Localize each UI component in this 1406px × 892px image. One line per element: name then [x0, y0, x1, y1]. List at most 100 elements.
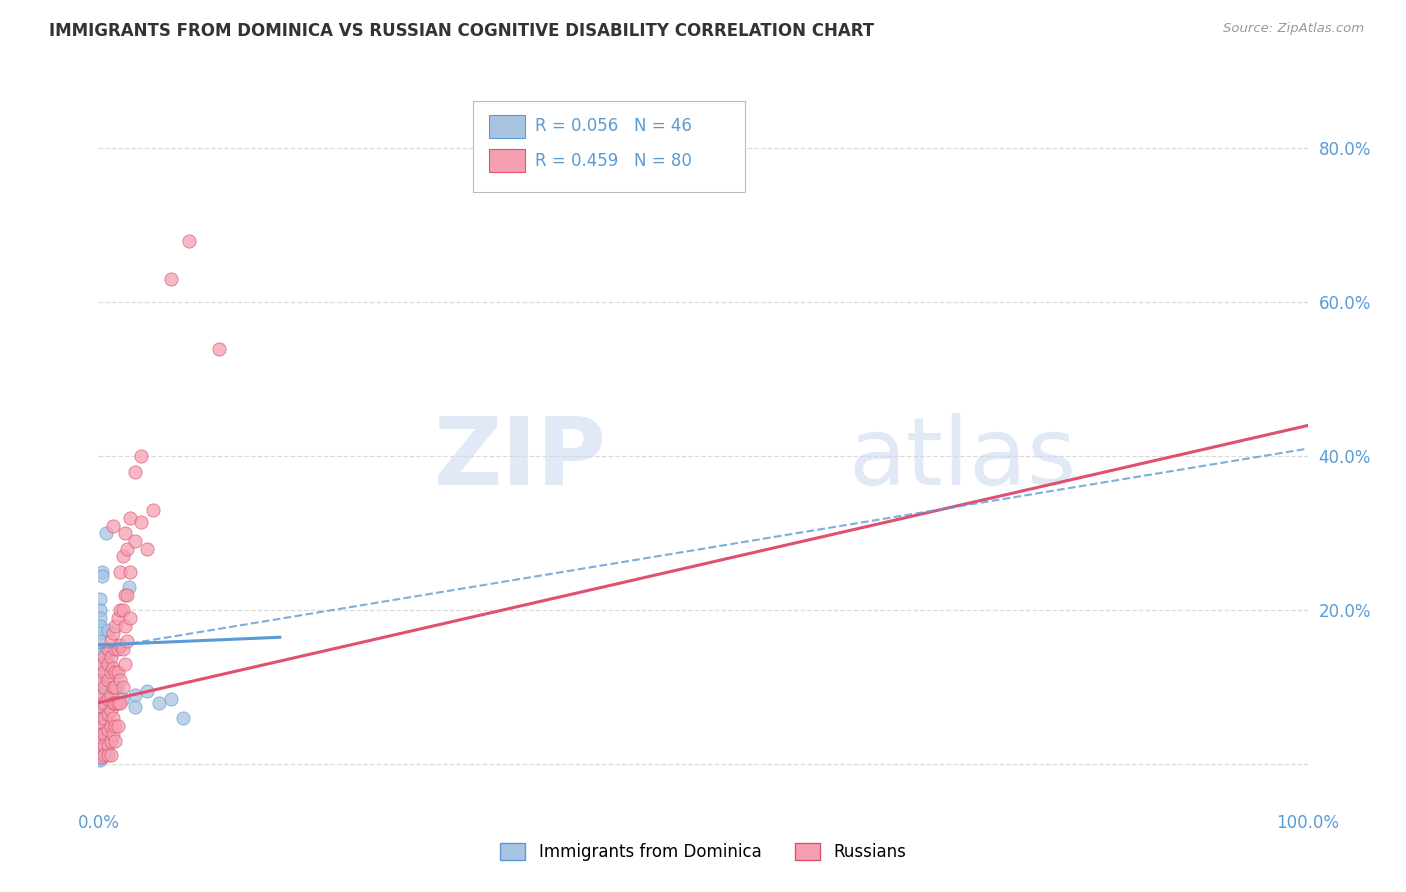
Point: [114, 526, 136, 541]
Point: [160, 691, 183, 706]
Point: [89, 703, 111, 717]
Legend: Immigrants from Dominica, Russians: Immigrants from Dominica, Russians: [494, 836, 912, 868]
Point: [91, 568, 114, 582]
Point: [89, 699, 111, 714]
Point: [93, 649, 115, 664]
Point: [107, 611, 129, 625]
Point: [97, 641, 120, 656]
Text: Source: ZipAtlas.com: Source: ZipAtlas.com: [1223, 22, 1364, 36]
Point: [100, 747, 122, 762]
Point: [108, 603, 131, 617]
Point: [124, 688, 146, 702]
Point: [118, 580, 141, 594]
Point: [97, 673, 120, 687]
FancyBboxPatch shape: [474, 101, 745, 192]
Point: [93, 696, 115, 710]
Point: [114, 657, 136, 672]
Point: [91, 657, 114, 672]
Point: [97, 646, 120, 660]
Point: [91, 719, 114, 733]
Point: [89, 634, 111, 648]
Point: [179, 234, 201, 248]
Point: [91, 711, 114, 725]
Point: [107, 696, 129, 710]
Text: R = 0.056   N = 46: R = 0.056 N = 46: [534, 117, 692, 136]
Point: [100, 688, 122, 702]
Point: [114, 618, 136, 632]
Point: [91, 565, 114, 579]
Point: [104, 641, 127, 656]
Point: [91, 742, 114, 756]
Point: [108, 638, 131, 652]
Point: [111, 603, 134, 617]
Point: [97, 691, 120, 706]
FancyBboxPatch shape: [489, 114, 526, 138]
Point: [93, 665, 115, 679]
Point: [89, 696, 111, 710]
Point: [104, 719, 127, 733]
Point: [89, 626, 111, 640]
Point: [91, 673, 114, 687]
FancyBboxPatch shape: [489, 149, 526, 172]
Point: [93, 711, 115, 725]
Point: [89, 691, 111, 706]
Point: [100, 688, 122, 702]
Point: [89, 688, 111, 702]
Point: [101, 726, 124, 740]
Point: [111, 549, 134, 564]
Point: [91, 726, 114, 740]
Point: [97, 738, 120, 752]
Point: [89, 665, 111, 679]
Point: [104, 618, 127, 632]
Point: [89, 726, 111, 740]
Point: [97, 747, 120, 762]
Point: [100, 719, 122, 733]
Point: [97, 707, 120, 722]
Point: [124, 699, 146, 714]
Point: [114, 588, 136, 602]
Point: [91, 688, 114, 702]
Point: [101, 661, 124, 675]
Point: [101, 518, 124, 533]
Point: [97, 657, 120, 672]
Point: [118, 611, 141, 625]
Point: [89, 711, 111, 725]
Point: [104, 665, 127, 679]
Point: [93, 681, 115, 695]
Point: [101, 696, 124, 710]
Point: [101, 681, 124, 695]
Point: [91, 749, 114, 764]
Point: [104, 696, 127, 710]
Point: [89, 719, 111, 733]
Point: [108, 565, 131, 579]
Point: [89, 681, 111, 695]
Point: [111, 691, 134, 706]
Point: [208, 342, 231, 356]
Point: [117, 588, 139, 602]
Point: [100, 634, 122, 648]
Point: [89, 611, 111, 625]
Point: [97, 723, 120, 737]
Point: [93, 738, 115, 752]
Point: [148, 696, 170, 710]
Point: [94, 526, 117, 541]
Point: [142, 503, 165, 517]
Point: [104, 681, 127, 695]
Text: ZIP: ZIP: [433, 413, 606, 505]
Point: [101, 711, 124, 725]
Point: [117, 634, 139, 648]
Point: [107, 641, 129, 656]
Point: [89, 591, 111, 606]
Point: [89, 731, 111, 745]
Point: [89, 754, 111, 768]
Point: [89, 738, 111, 752]
Point: [107, 719, 129, 733]
Point: [91, 699, 114, 714]
Point: [89, 723, 111, 737]
Point: [124, 534, 146, 549]
Point: [107, 665, 129, 679]
Point: [108, 673, 131, 687]
Point: [129, 450, 152, 464]
Point: [89, 749, 111, 764]
Point: [100, 649, 122, 664]
